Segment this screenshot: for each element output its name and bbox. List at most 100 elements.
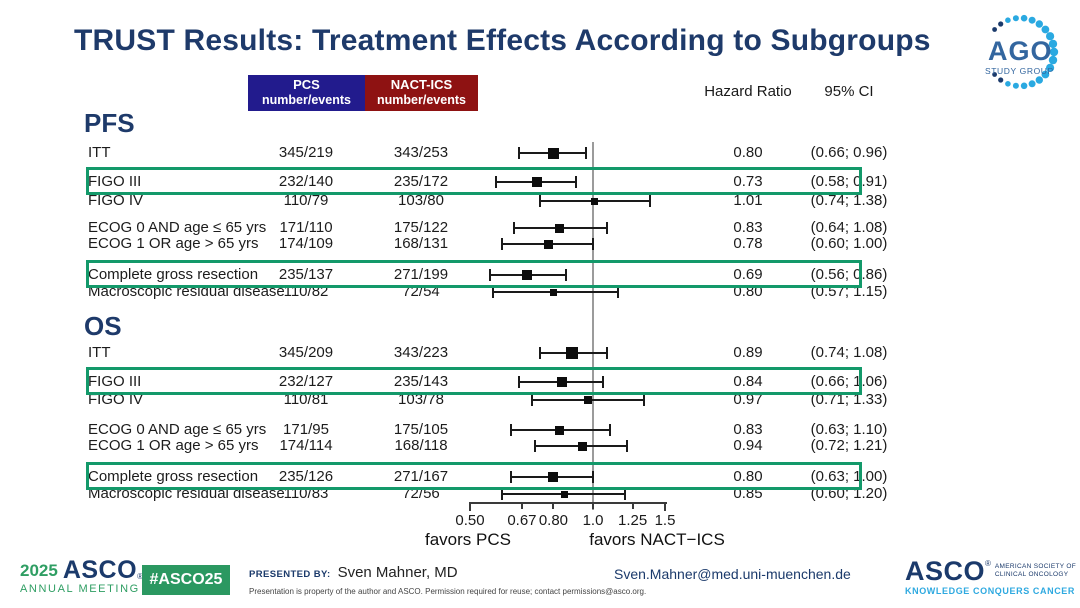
- axis-tick: [664, 502, 666, 511]
- ci-value: (0.71; 1.33): [810, 391, 888, 408]
- ci-value: (0.60; 1.00): [810, 235, 888, 252]
- hr-marker: [532, 177, 543, 187]
- hazard-ratio-value: 0.69: [733, 266, 763, 283]
- hr-marker: [544, 239, 554, 249]
- ci-cap-low: [512, 222, 515, 234]
- ago-logo-name: AGO: [988, 36, 1053, 66]
- row-label: Complete gross resection: [88, 468, 259, 485]
- axis-tick: [592, 502, 595, 509]
- ci-cap-low: [518, 376, 521, 388]
- column-header-hazard-ratio: Hazard Ratio: [704, 83, 792, 100]
- ci-value: (0.74; 1.08): [810, 344, 888, 361]
- nact-value: 175/105: [393, 421, 449, 438]
- row-label: ITT: [88, 144, 111, 161]
- ago-dot: [1012, 82, 1019, 89]
- hazard-ratio-value: 0.97: [733, 391, 763, 408]
- nact-value: 271/199: [393, 266, 449, 283]
- pcs-value: 232/127: [278, 373, 334, 390]
- highlight-box: [86, 167, 862, 195]
- ago-dot: [1041, 70, 1050, 79]
- ci-cap-low: [538, 195, 541, 207]
- ago-dot: [1046, 63, 1055, 72]
- ci-value: (0.66; 1.06): [810, 373, 888, 390]
- ago-dot: [1012, 15, 1019, 22]
- axis-tick-label: 1.0: [582, 512, 604, 529]
- hazard-ratio-value: 0.83: [733, 219, 763, 236]
- pcs-value: 345/209: [278, 344, 334, 361]
- presenter-email: Sven.Mahner@med.uni-muenchen.de: [614, 566, 851, 582]
- hazard-ratio-value: 1.01: [733, 192, 763, 209]
- ago-dot: [1049, 47, 1059, 57]
- ci-cap-low: [501, 488, 504, 500]
- pcs-value: 171/95: [283, 421, 329, 438]
- hazard-ratio-value: 0.80: [733, 468, 763, 485]
- ci-cap-high: [608, 424, 611, 436]
- ci-cap-low: [538, 347, 541, 359]
- pcs-header-line2: number/events: [262, 93, 351, 108]
- ci-cap-high: [592, 471, 595, 483]
- presenter-name: Sven Mahner, MD: [337, 564, 458, 581]
- ago-dot: [992, 27, 997, 32]
- asco-wordmark: ASCO: [905, 556, 986, 586]
- row-label: ECOG 1 OR age > 65 yrs: [88, 235, 259, 252]
- highlight-box: [86, 462, 862, 490]
- nact-header-line2: number/events: [377, 93, 466, 108]
- asco-tagline: KNOWLEDGE CONQUERS CANCER: [905, 586, 1076, 596]
- ci-cap-low: [501, 238, 504, 250]
- pcs-value: 174/114: [279, 437, 333, 454]
- ago-study-group-logo: AGO STUDY GROUP: [958, 10, 1070, 98]
- row-label: FIGO IV: [88, 192, 144, 209]
- axis-tick-label: 0.50: [455, 512, 485, 529]
- ago-dot: [998, 77, 1004, 83]
- ci-value: (0.72; 1.21): [810, 437, 888, 454]
- ago-dot: [1048, 39, 1058, 49]
- ci-cap-low: [510, 471, 513, 483]
- axis-tick-label: 1.5: [654, 512, 676, 529]
- highlight-box: [86, 260, 862, 288]
- pcs-value: 235/126: [278, 468, 334, 485]
- registered-mark: ®: [137, 572, 143, 581]
- ago-dot: [1041, 25, 1050, 34]
- row-label: ECOG 1 OR age > 65 yrs: [88, 437, 259, 454]
- ago-dot: [1035, 76, 1043, 84]
- hr-marker: [522, 270, 533, 280]
- pcs-header-line1: PCS: [293, 77, 320, 93]
- axis-tick-label: 1.25: [618, 512, 648, 529]
- row-label: FIGO IV: [88, 391, 144, 408]
- ci-cap-high: [642, 394, 645, 406]
- row-label: FIGO III: [88, 373, 142, 390]
- row-label: FIGO III: [88, 173, 142, 190]
- hazard-ratio-value: 0.80: [733, 144, 763, 161]
- asco-annual-meeting-logo: 2025 ASCO ® ANNUAL MEETING: [20, 558, 143, 596]
- ago-dot: [1046, 32, 1055, 41]
- hr-marker: [555, 425, 565, 435]
- ci-cap-low: [492, 286, 495, 298]
- nact-value: 235/172: [393, 173, 449, 190]
- nact-value: 103/80: [398, 192, 444, 209]
- axis-tick-label: 0.80: [538, 512, 569, 529]
- highlight-box: [86, 367, 862, 395]
- annual-meeting-label: ANNUAL MEETING: [20, 583, 140, 595]
- axis-left-label: favors PCS: [425, 530, 511, 549]
- ago-dot: [1020, 14, 1028, 22]
- row-label: ECOG 0 AND age ≤ 65 yrs: [88, 421, 267, 438]
- nact-value: 168/118: [394, 437, 448, 454]
- ci-cap-low: [518, 147, 521, 159]
- ci-cap-high: [625, 440, 628, 452]
- section-title-pfs: PFS: [84, 108, 135, 138]
- hr-marker: [548, 472, 559, 482]
- hazard-ratio-value: 0.83: [733, 421, 763, 438]
- ago-dot: [1005, 17, 1011, 23]
- pcs-value: 174/109: [278, 235, 334, 252]
- reference-line: [592, 142, 594, 510]
- ci-value: (0.74; 1.38): [810, 192, 888, 209]
- pcs-value: 345/219: [278, 144, 334, 161]
- hazard-ratio-value: 0.94: [733, 437, 763, 454]
- axis-tick-label: 0.67: [507, 512, 537, 529]
- ci-cap-low: [531, 394, 534, 406]
- hr-marker: [555, 223, 565, 233]
- pcs-value: 171/110: [279, 219, 333, 236]
- ci-cap-high: [616, 286, 619, 298]
- nact-value: 175/122: [393, 219, 449, 236]
